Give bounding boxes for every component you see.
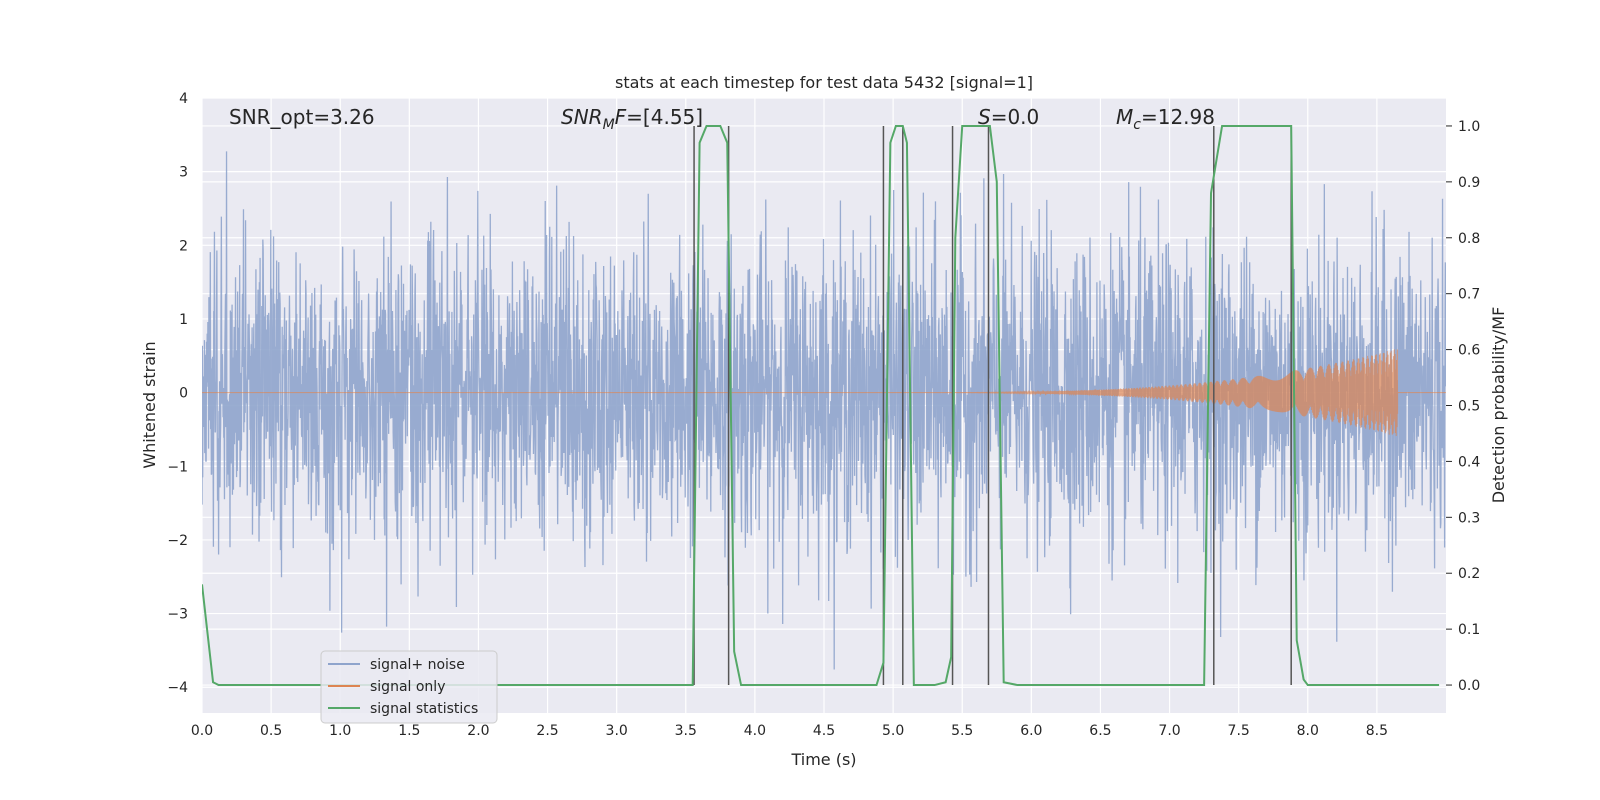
left-y-tick-label: 4 — [179, 91, 188, 107]
x-tick-label: 3.0 — [606, 723, 628, 739]
left-y-tick-label: −3 — [167, 607, 188, 623]
x-tick-label: 7.0 — [1158, 723, 1180, 739]
series-signal-only-line — [202, 349, 1446, 437]
series-signal-noise-line — [202, 151, 1446, 670]
legend-label-signal-noise: signal+ noise — [370, 657, 465, 673]
snr-mf-tail: F — [615, 105, 627, 129]
right-y-tick-label: 1.0 — [1458, 119, 1480, 135]
left-y-tick-label: −2 — [167, 533, 188, 549]
right-y-tick-labels: 0.0 0.1 0.2 0.3 0.4 0.5 0.6 0.7 0.8 0.9 1.0 — [1446, 119, 1480, 694]
x-tick-label: 7.5 — [1228, 723, 1250, 739]
right-y-tick-label: 0.7 — [1458, 287, 1480, 303]
x-tick-label: 2.5 — [536, 723, 558, 739]
x-tick-labels: 0.0 0.5 1.0 1.5 2.0 2.5 3.0 3.5 4.0 4.5 5.0 5.5 6.0 6… — [191, 723, 1388, 739]
x-tick-label: 5.5 — [951, 723, 973, 739]
legend-label-signal-only: signal only — [370, 679, 445, 695]
mc-symbol: M — [1116, 105, 1133, 129]
annotation-s: S=0.0 — [978, 105, 1039, 129]
right-y-tick-label: 0.0 — [1458, 678, 1480, 694]
right-y-tick-label: 0.9 — [1458, 175, 1480, 191]
x-tick-label: 8.5 — [1366, 723, 1388, 739]
x-tick-label: 6.5 — [1089, 723, 1111, 739]
left-y-tick-label: 3 — [179, 165, 188, 181]
annotation-snr-opt: SNR_opt=3.26 — [229, 105, 375, 129]
right-y-tick-label: 0.2 — [1458, 566, 1480, 582]
annotation-mc: Mc=12.98 — [1116, 105, 1215, 133]
right-y-tick-label: 0.5 — [1458, 399, 1480, 415]
legend-label-signal-statistics: signal statistics — [370, 701, 478, 717]
left-y-tick-label: 0 — [179, 386, 188, 402]
mc-value: =12.98 — [1141, 105, 1215, 129]
right-y-tick-label: 0.4 — [1458, 454, 1480, 470]
x-tick-label: 4.0 — [744, 723, 766, 739]
left-y-tick-label: 1 — [179, 312, 188, 328]
legend: signal+ noise signal only signal statist… — [320, 650, 498, 724]
right-y-tick-label: 0.3 — [1458, 510, 1480, 526]
annotation-snr-mf: SNRMF=[4.55] — [561, 105, 703, 133]
right-y-axis-title: Detection probability/MF — [1489, 307, 1508, 504]
x-tick-label: 3.5 — [675, 723, 697, 739]
x-tick-label: 5.0 — [882, 723, 904, 739]
snr-mf-sub: M — [603, 117, 615, 133]
chart-title: stats at each timestep for test data 543… — [615, 73, 1033, 92]
series-signal-statistics-line — [202, 124, 1440, 687]
left-y-tick-labels: −4 −3 −2 −1 0 1 2 3 4 — [167, 91, 188, 696]
left-y-tick-label: 2 — [179, 238, 188, 254]
legend-box — [320, 650, 498, 724]
right-y-tick-label: 0.8 — [1458, 231, 1480, 247]
right-y-tick-label: 0.6 — [1458, 343, 1480, 359]
s-symbol: S — [978, 105, 991, 129]
right-y-tick-label: 0.1 — [1458, 622, 1480, 638]
x-tick-label: 2.0 — [467, 723, 489, 739]
x-tick-label: 0.0 — [191, 723, 213, 739]
snr-mf-value: =[4.55] — [626, 105, 703, 129]
x-tick-label: 8.0 — [1297, 723, 1319, 739]
left-y-tick-label: −4 — [167, 680, 188, 696]
x-tick-label: 6.0 — [1020, 723, 1042, 739]
s-value: =0.0 — [991, 105, 1040, 129]
x-tick-label: 1.0 — [329, 723, 351, 739]
x-tick-label: 0.5 — [260, 723, 282, 739]
snr-mf-main: SNR — [561, 105, 603, 129]
x-tick-label: 4.5 — [813, 723, 835, 739]
x-axis-title: Time (s) — [790, 750, 856, 769]
left-y-tick-label: −1 — [167, 459, 188, 475]
left-y-axis-title: Whitened strain — [140, 341, 159, 468]
mc-sub: c — [1133, 117, 1141, 133]
x-tick-label: 1.5 — [398, 723, 420, 739]
